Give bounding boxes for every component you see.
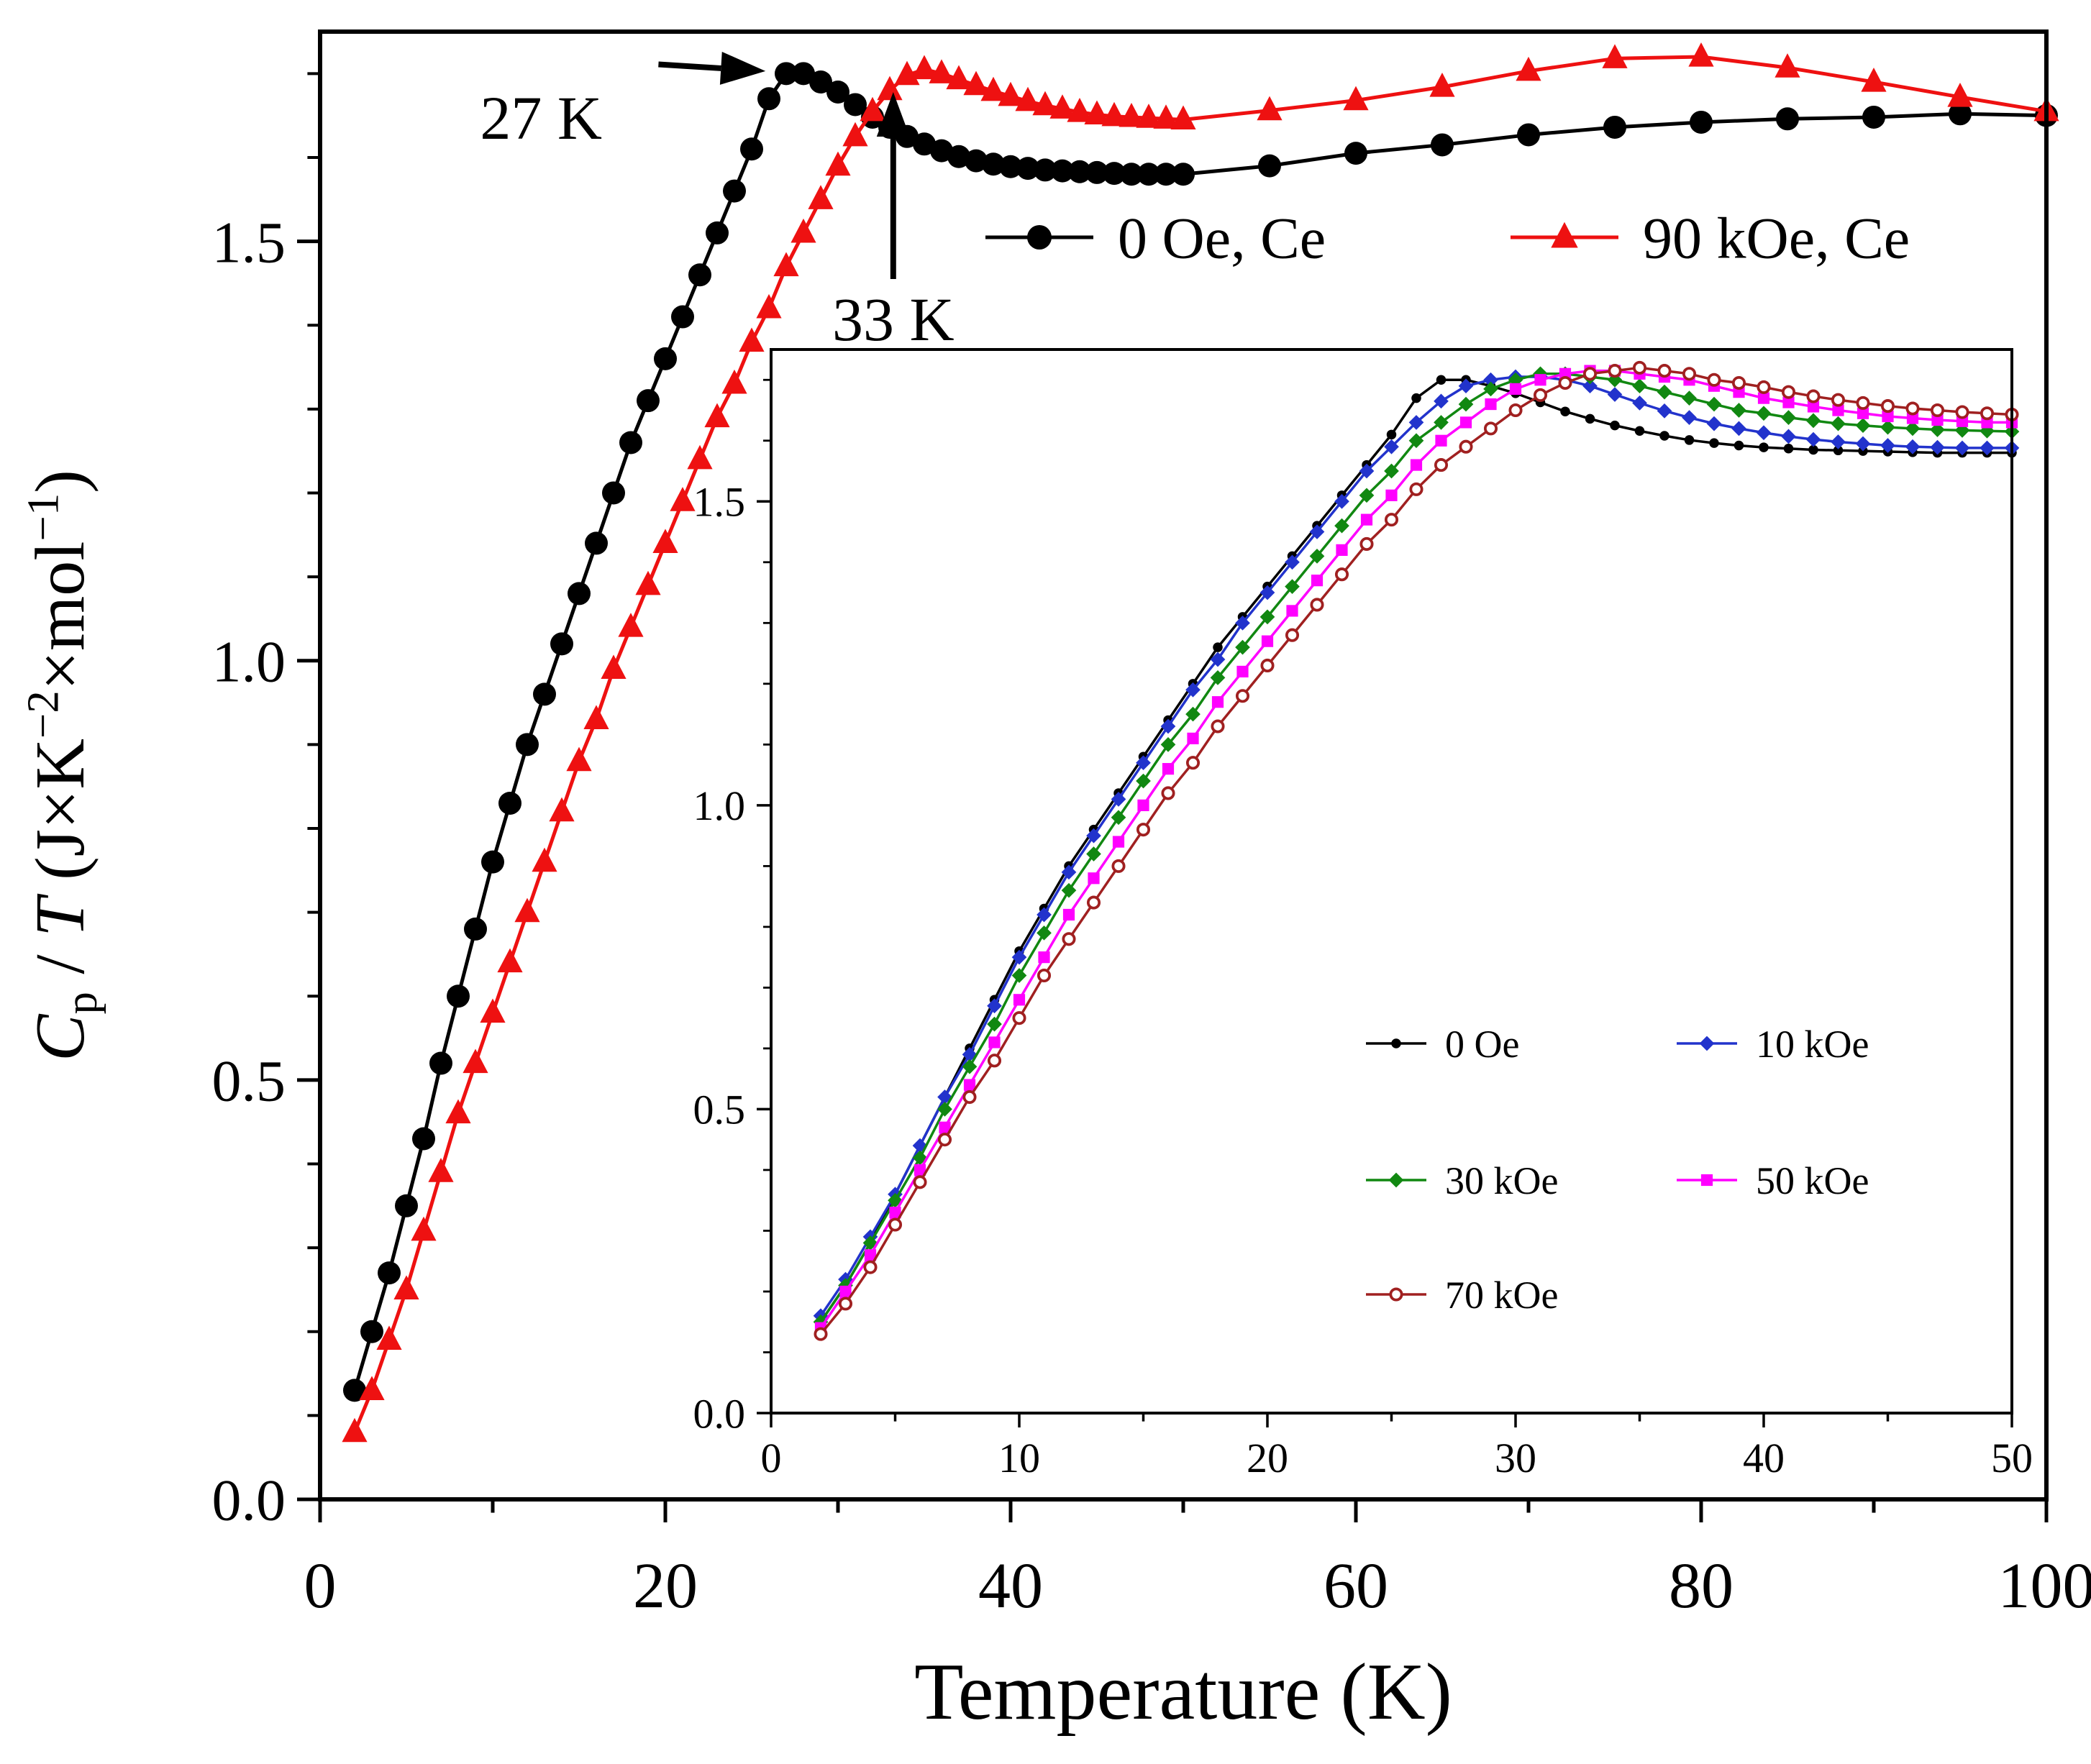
legend-item-50-koe: 50 kOe (1677, 1159, 1869, 1202)
main-y-tick-label: 1.5 (212, 209, 286, 275)
inset-y-tick-label: 0.5 (693, 1087, 746, 1133)
main-x-tick-label: 20 (633, 1550, 698, 1622)
series-70-koe (814, 360, 2019, 1341)
legend-item-90-koe-ce: 90 kOe, Ce (1511, 206, 1910, 271)
main-y-tick-label: 0.5 (212, 1048, 286, 1114)
inset-legend: 0 Oe 10 kOe 30 kOe 50 kOe 70 kOe (1366, 1023, 1869, 1317)
main-y-tick-label: 0.0 (212, 1468, 286, 1533)
main-legend: 0 Oe, Ce 90 kOe, Ce (985, 206, 1910, 271)
inset-x-tick-label: 40 (1743, 1435, 1785, 1481)
main-x-tick-label: 60 (1324, 1550, 1388, 1622)
series-30-koe (813, 366, 2020, 1330)
legend-item-10-koe: 10 kOe (1677, 1023, 1869, 1066)
inset-y-tick-label: 1.0 (693, 782, 746, 829)
x-axis-title: Temperature (K) (914, 1648, 1452, 1737)
legend-item-0-oe-ce: 0 Oe, Ce (985, 206, 1326, 271)
legend-label-10-koe: 10 kOe (1756, 1023, 1869, 1066)
main-x-axis: 0 20 40 60 80 100 (304, 1499, 2091, 1622)
legend-item-30-koe: 30 kOe (1366, 1159, 1558, 1202)
legend-item-0-oe: 0 Oe (1366, 1023, 1519, 1066)
legend-label-70-koe: 70 kOe (1445, 1274, 1558, 1317)
inset-x-axis: 0 10 20 30 40 50 (761, 1413, 2033, 1481)
annotation-text-27-k: 27 K (480, 83, 602, 152)
legend-label-0-oe: 0 Oe (1445, 1023, 1519, 1066)
series-10-koe (813, 369, 2020, 1324)
main-x-tick-label: 0 (304, 1550, 337, 1622)
inset-y-tick-label: 1.5 (693, 479, 746, 526)
inset-x-tick-label: 10 (998, 1435, 1040, 1481)
annotation-27-k: 27 K (480, 51, 766, 152)
main-series (342, 42, 2059, 1443)
annotation-33-k: 33 K (832, 91, 955, 354)
inset-x-tick-label: 20 (1247, 1435, 1288, 1481)
annotation-text-33-k: 33 K (832, 285, 955, 354)
inset-background (771, 349, 2012, 1413)
legend-label-30-koe: 30 kOe (1445, 1159, 1558, 1202)
legend-label-0-oe-ce: 0 Oe, Ce (1118, 206, 1326, 271)
legend-label-50-koe: 50 kOe (1756, 1159, 1869, 1202)
main-x-tick-label: 100 (1998, 1550, 2091, 1622)
main-y-axis: 0.0 0.5 1.0 1.5 (212, 72, 320, 1533)
inset-y-axis: 0.0 0.5 1.0 1.5 (693, 378, 771, 1437)
series-90-koe-ce (342, 42, 2059, 1443)
main-y-tick-label: 1.0 (212, 629, 286, 694)
series-0-oe-ce (343, 62, 2058, 1402)
y-axis-title: Cp / T (J×K−2×mol−1) (18, 470, 106, 1061)
inset-x-tick-label: 30 (1495, 1435, 1536, 1481)
inset-x-tick-label: 50 (1991, 1435, 2033, 1481)
main-x-tick-label: 40 (978, 1550, 1043, 1622)
inset-series (813, 360, 2020, 1341)
inset-x-tick-label: 0 (761, 1435, 782, 1481)
legend-label-90-koe-ce: 90 kOe, Ce (1643, 206, 1910, 271)
inset-chart: 0 10 20 30 40 50 0.0 0.5 1.0 1.5 0 Oe 10 kOe 30 kOe 5… (693, 348, 2033, 1481)
legend-item-70-koe: 70 kOe (1366, 1274, 1558, 1317)
inset-y-tick-label: 0.0 (693, 1390, 746, 1437)
main-x-tick-label: 80 (1669, 1550, 1734, 1622)
